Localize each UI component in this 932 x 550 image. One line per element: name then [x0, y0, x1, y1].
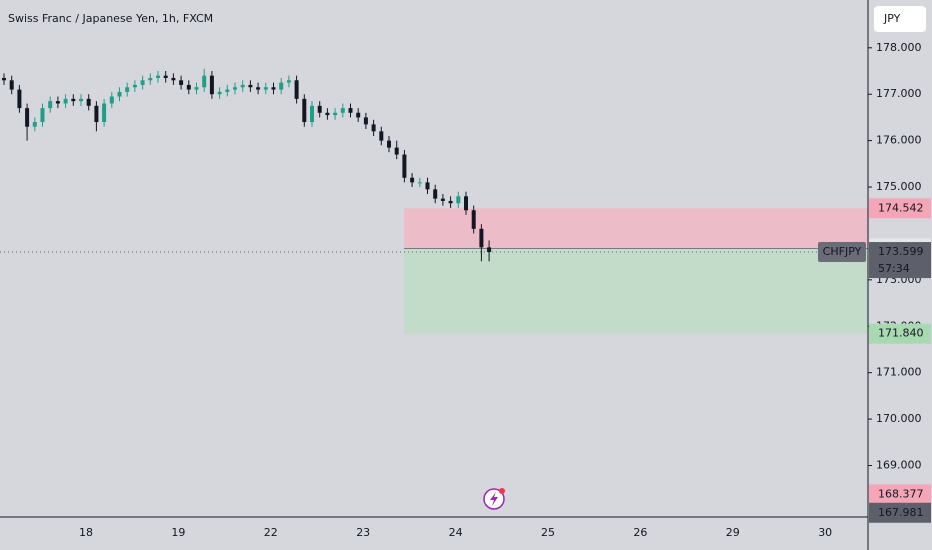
candle-body	[402, 154, 407, 178]
target-zone	[404, 248, 868, 334]
candle-body	[186, 84, 191, 90]
candle-body	[48, 101, 53, 109]
candle-body	[471, 210, 476, 229]
y-tick-label: 169.000	[876, 458, 922, 471]
price-tag-label: 174.542	[878, 201, 924, 214]
countdown-label: 57:34	[878, 262, 910, 275]
x-tick-label: 24	[449, 526, 463, 539]
candle-body	[25, 108, 30, 127]
candle-body	[263, 87, 268, 90]
candle-body	[302, 98, 307, 123]
y-tick-label: 175.000	[876, 180, 922, 193]
candle-body	[248, 84, 253, 88]
candle-body	[410, 177, 415, 183]
chart-title: Swiss Franc / Japanese Yen, 1h, FXCM	[8, 12, 213, 25]
candle-body	[132, 84, 137, 88]
candle-body	[71, 98, 76, 102]
candle-body	[194, 87, 199, 90]
candle-body	[448, 200, 453, 204]
price-tag-label: 167.981	[878, 506, 924, 519]
price-tag	[869, 198, 931, 219]
candle-body	[479, 228, 484, 248]
candle-body	[340, 108, 345, 113]
x-tick-label: 26	[633, 526, 647, 539]
candle-body	[32, 122, 37, 127]
candle-body	[317, 105, 322, 113]
candle-body	[464, 196, 468, 211]
symbol-label: CHFJPY	[823, 245, 862, 258]
candle-body	[333, 112, 338, 116]
candle-body	[417, 182, 422, 184]
candle-body	[102, 103, 107, 123]
candle-body	[163, 75, 168, 78]
candle-body	[325, 112, 330, 116]
last-price-label: 173.599	[878, 245, 924, 258]
candle-body	[156, 75, 160, 78]
candle-body	[117, 91, 122, 97]
candle-body	[279, 82, 284, 90]
candle-body	[202, 75, 207, 88]
candle-body	[209, 75, 214, 95]
x-tick-label: 18	[79, 526, 93, 539]
candle-body	[425, 182, 430, 190]
candle-body	[456, 196, 461, 204]
last-price-tag	[869, 242, 931, 279]
candle-body	[487, 247, 492, 253]
candle-body	[371, 124, 376, 132]
y-tick-label: 170.000	[876, 412, 922, 425]
x-tick-label: 25	[541, 526, 555, 539]
candle-body	[217, 91, 222, 95]
candle-body	[63, 98, 68, 104]
candle-body	[394, 147, 399, 155]
x-tick-label: 30	[818, 526, 832, 539]
candle-body	[17, 89, 22, 109]
candle-body	[148, 77, 153, 81]
candle-body	[9, 80, 14, 90]
x-tick-label: 23	[356, 526, 370, 539]
price-tag-label: 168.377	[878, 487, 924, 500]
symbol-tag	[818, 242, 866, 263]
candle-body	[40, 108, 45, 123]
x-tick-label: 29	[726, 526, 740, 539]
candle-body	[379, 131, 384, 141]
currency-label[interactable]: JPY	[883, 12, 901, 25]
candle-body	[240, 84, 245, 88]
candle-body	[140, 80, 145, 85]
price-tag	[869, 323, 931, 344]
candle-body	[171, 77, 176, 81]
candle-body	[271, 87, 276, 90]
candle-body	[286, 80, 291, 83]
candle-body	[256, 87, 261, 90]
y-tick-label: 176.000	[876, 134, 922, 147]
y-tick-label: 171.000	[876, 366, 922, 379]
y-tick-label: 177.000	[876, 87, 922, 100]
candle-body	[225, 89, 230, 92]
price-tag	[869, 484, 931, 505]
price-tag-label: 171.840	[878, 327, 924, 340]
y-tick-label: 178.000	[876, 41, 922, 54]
candle-body	[310, 105, 314, 123]
x-tick-label: 22	[264, 526, 278, 539]
candle-body	[55, 101, 60, 104]
app-icon	[483, 488, 505, 510]
candle-body	[387, 140, 391, 148]
candle-body	[179, 80, 184, 85]
candle-body	[233, 87, 237, 90]
x-tick-label: 19	[171, 526, 185, 539]
candle-body	[2, 77, 6, 81]
candle-body	[79, 98, 83, 102]
candle-body	[356, 112, 361, 118]
candle-body	[433, 189, 438, 199]
candle-body	[86, 98, 91, 106]
candle-body	[125, 87, 130, 92]
candle-body	[94, 105, 99, 123]
candle-body	[109, 96, 114, 104]
candle-body	[294, 80, 299, 99]
currency-button[interactable]	[874, 6, 926, 32]
candle-body	[363, 117, 368, 125]
price-tag	[869, 502, 931, 523]
candle-body	[440, 198, 445, 201]
candle-body	[348, 108, 353, 113]
